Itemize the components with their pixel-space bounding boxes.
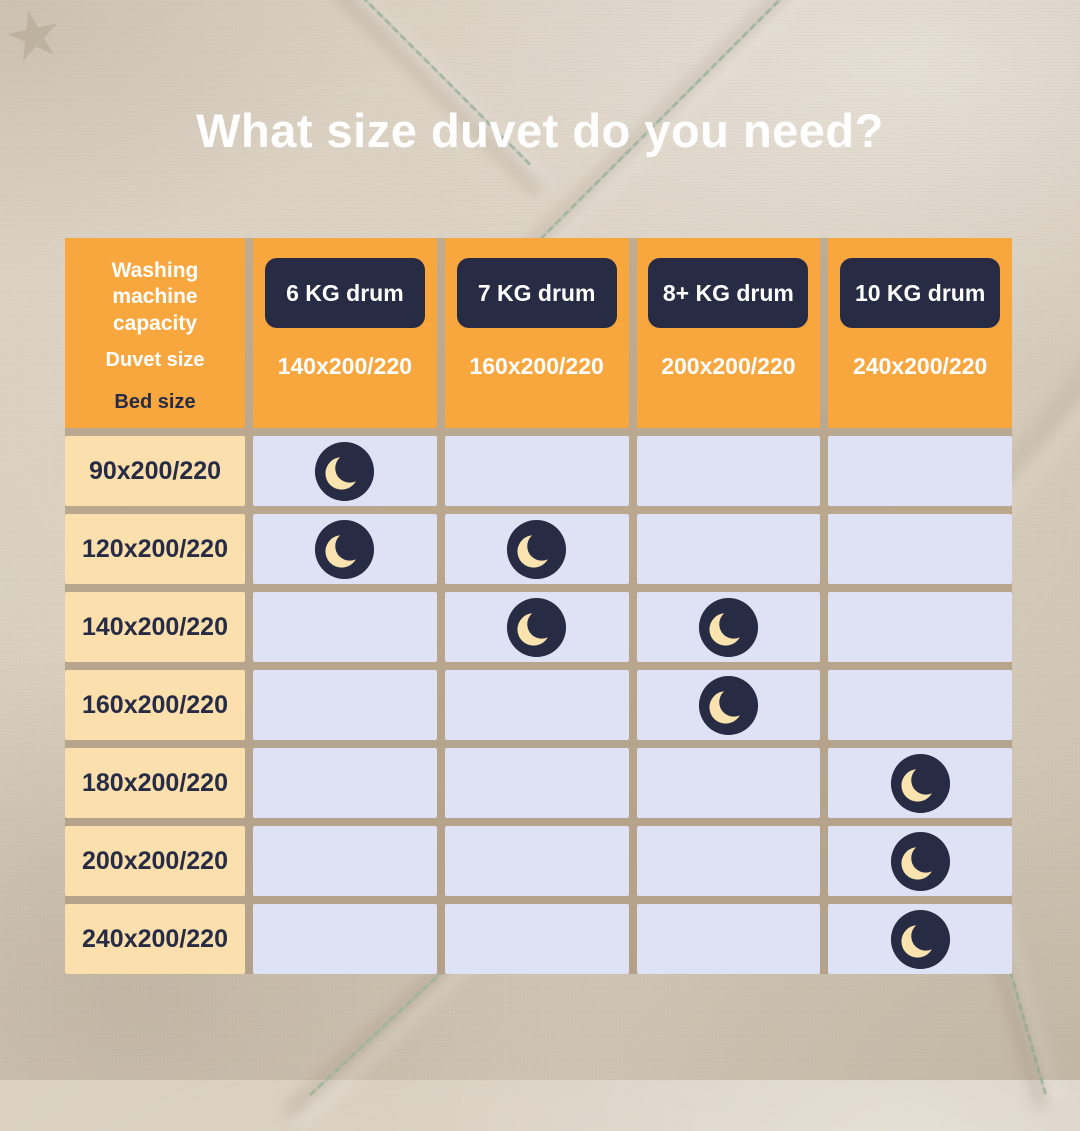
drum-capacity-pill: 10 KG drum: [840, 258, 1001, 328]
matrix-cell-match: [444, 592, 629, 662]
moon-icon: [315, 519, 375, 579]
moon-icon: [507, 597, 567, 657]
column-header-cell: 7 KG drum 160x200/220: [444, 238, 629, 428]
duvet-size-table: Washing machine capacity Duvet size Bed …: [65, 238, 1012, 974]
bed-size-row-header: 160x200/220: [65, 670, 245, 740]
moon-icon: [890, 753, 950, 813]
column-header-cell: 8+ KG drum 200x200/220: [636, 238, 821, 428]
matrix-cell-match: [253, 436, 437, 506]
duvet-size-label: Duvet size: [105, 349, 205, 372]
matrix-cell-match: [828, 826, 1012, 896]
moon-icon: [890, 909, 950, 969]
moon-icon: [507, 519, 567, 579]
bed-size-row-header: 180x200/220: [65, 748, 245, 818]
matrix-cell-empty: [636, 748, 821, 818]
matrix-cell-match: [828, 904, 1012, 974]
star-watermark-icon: ★: [0, 0, 71, 78]
matrix-cell-match: [636, 592, 821, 662]
page-title: What size duvet do you need?: [196, 104, 884, 157]
moon-icon: [890, 831, 950, 891]
quilt-fold: [320, 0, 554, 199]
column-header-cell: 6 KG drum 140x200/220: [253, 238, 437, 428]
moon-icon: [315, 441, 375, 501]
matrix-cell-empty: [253, 670, 437, 740]
column-duvet-size-label: 140x200/220: [277, 353, 413, 379]
bed-size-row-header: 140x200/220: [65, 592, 245, 662]
matrix-cell-match: [444, 514, 629, 584]
drum-capacity-pill: 6 KG drum: [264, 258, 425, 328]
column-duvet-size-label: 200x200/220: [661, 353, 796, 379]
drum-capacity-pill: 8+ KG drum: [648, 258, 809, 328]
matrix-cell-empty: [253, 826, 437, 896]
matrix-cell-empty: [828, 670, 1012, 740]
matrix-cell-match: [828, 748, 1012, 818]
washing-machine-capacity-label: Washing machine capacity: [111, 259, 199, 335]
matrix-cell-empty: [828, 514, 1012, 584]
matrix-cell-empty: [636, 826, 821, 896]
matrix-cell-empty: [636, 436, 821, 506]
matrix-cell-empty: [253, 904, 437, 974]
column-duvet-size-label: 160x200/220: [469, 353, 604, 379]
matrix-cell-empty: [444, 748, 629, 818]
matrix-cell-empty: [636, 904, 821, 974]
bed-size-row-header: 120x200/220: [65, 514, 245, 584]
matrix-cell-empty: [828, 436, 1012, 506]
drum-capacity-pill: 7 KG drum: [456, 258, 617, 328]
moon-icon: [698, 675, 758, 735]
matrix-cell-match: [636, 670, 821, 740]
matrix-cell-empty: [444, 436, 629, 506]
bed-size-row-header: 240x200/220: [65, 904, 245, 974]
matrix-cell-empty: [444, 670, 629, 740]
matrix-cell-empty: [444, 826, 629, 896]
bed-size-label: Bed size: [114, 391, 196, 414]
matrix-cell-empty: [636, 514, 821, 584]
matrix-cell-empty: [253, 748, 437, 818]
matrix-cell-match: [253, 514, 437, 584]
matrix-cell-empty: [444, 904, 629, 974]
column-header-cell: 10 KG drum 240x200/220: [828, 238, 1012, 428]
corner-header-cell: Washing machine capacity Duvet size Bed …: [65, 238, 245, 428]
bed-size-row-header: 90x200/220: [65, 436, 245, 506]
matrix-cell-empty: [828, 592, 1012, 662]
matrix-cell-empty: [253, 592, 437, 662]
moon-icon: [698, 597, 758, 657]
column-duvet-size-label: 240x200/220: [852, 353, 988, 379]
bed-size-row-header: 200x200/220: [65, 826, 245, 896]
